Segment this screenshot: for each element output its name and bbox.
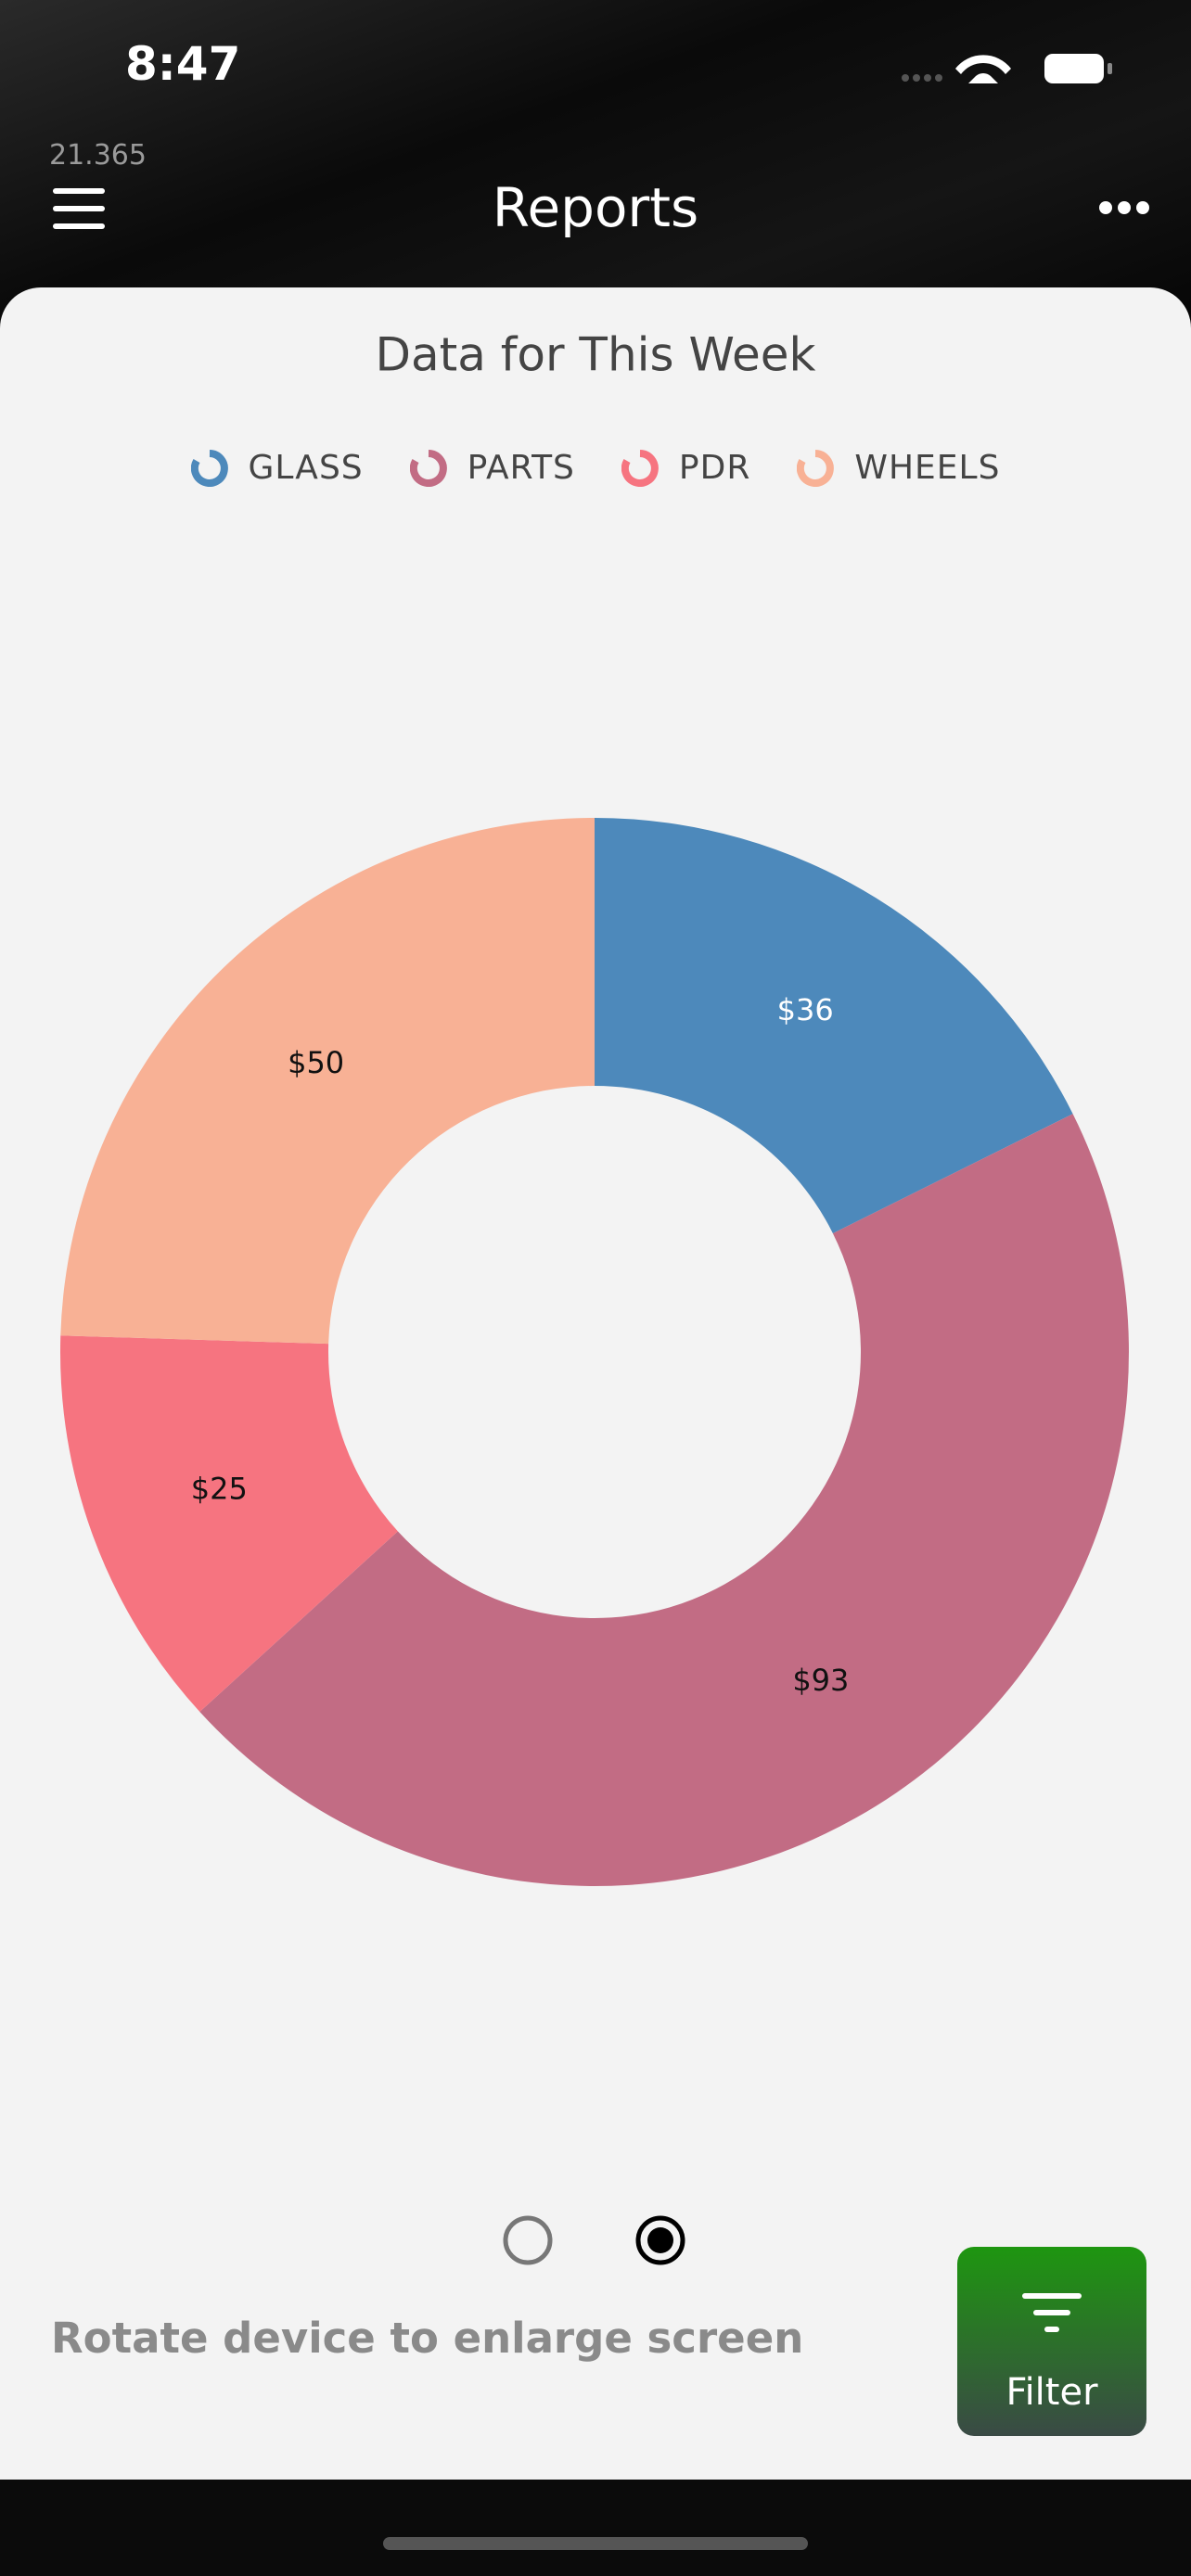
filter-button[interactable]: Filter: [957, 2247, 1146, 2436]
legend: GLASS PARTS PDR WHEELS: [0, 449, 1191, 487]
rotate-hint: Rotate device to enlarge screen: [51, 2314, 804, 2363]
header-background: [0, 0, 1191, 334]
chart: Data for This Week $36 $93 $25 $50: [60, 328, 1129, 1886]
donut-slice: [60, 818, 595, 1345]
slice-label: $25: [191, 1472, 248, 1507]
watermark: 21.365: [49, 139, 147, 172]
slice-label: $50: [288, 1045, 344, 1080]
donut-slice: [199, 1114, 1129, 1886]
legend-label: PDR: [678, 449, 751, 487]
legend-icon: [190, 449, 228, 487]
filter-label: Filter: [1005, 2371, 1098, 2414]
page-dot[interactable]: [503, 2215, 553, 2265]
status-time: 8:47: [125, 37, 241, 91]
legend-icon: [797, 449, 835, 487]
home-indicator: [383, 2537, 808, 2550]
legend-label: WHEELS: [854, 449, 1001, 487]
legend-item[interactable]: PARTS: [409, 449, 575, 487]
page-dot-active[interactable]: [635, 2215, 685, 2265]
page-indicator: [503, 2215, 685, 2265]
legend-item[interactable]: WHEELS: [797, 449, 1000, 487]
legend-icon: [621, 449, 659, 487]
legend-label: GLASS: [248, 449, 364, 487]
legend-item[interactable]: PDR: [621, 449, 750, 487]
status-icons: [902, 54, 1112, 83]
screen-title: Reports: [492, 176, 699, 239]
slice-label: $93: [792, 1663, 849, 1698]
bottom-bar: [0, 2480, 1191, 2576]
donut-slice: [60, 1335, 398, 1713]
slice-label: $36: [777, 992, 834, 1027]
legend-item[interactable]: GLASS: [190, 449, 364, 487]
legend-icon: [409, 449, 447, 487]
chart-title: Data for This Week: [376, 328, 816, 382]
legend-label: PARTS: [467, 449, 575, 487]
filter-icon: [1022, 2293, 1082, 2332]
more-button[interactable]: [1098, 198, 1150, 217]
donut-slice: [595, 818, 1073, 1234]
menu-button[interactable]: [53, 188, 105, 229]
